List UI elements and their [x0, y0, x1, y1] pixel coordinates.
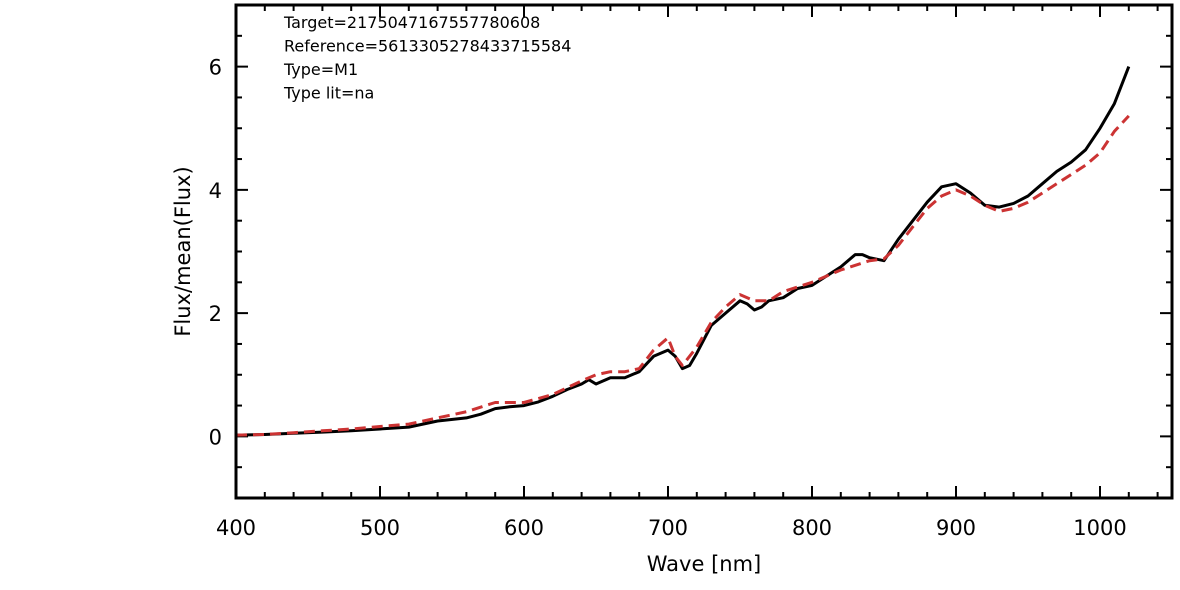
- y-tick-label: 0: [209, 425, 222, 449]
- series-line-solid: [235, 66, 1131, 437]
- plot-frame: [234, 3, 1174, 500]
- annotation-line: Reference=5613305278433715584: [284, 37, 571, 56]
- x-axis-label: Wave [nm]: [647, 552, 761, 576]
- ticks-layer: [235, 4, 1172, 499]
- x-tick-label: 500: [360, 516, 400, 540]
- y-tick-label: 2: [209, 302, 222, 326]
- annotation-line: Type lit=na: [283, 84, 374, 103]
- y-axis-label: Flux/mean(Flux): [171, 166, 195, 336]
- y-tick-label: 6: [209, 56, 222, 80]
- annotation-line: Target=2175047167557780608: [283, 13, 540, 32]
- series-layer: [235, 66, 1131, 437]
- tick-labels: 400 500 600 700 800 900 1000 0 2 4 6: [209, 56, 1127, 540]
- annotations: Target=2175047167557780608 Reference=5613…: [283, 13, 571, 103]
- x-tick-label: 1000: [1073, 516, 1126, 540]
- series-line-dashed: [235, 114, 1130, 437]
- x-tick-label: 700: [648, 516, 688, 540]
- x-tick-label: 600: [504, 516, 544, 540]
- x-tick-label: 400: [216, 516, 256, 540]
- y-tick-label: 4: [209, 179, 222, 203]
- annotation-line: Type=M1: [283, 60, 358, 79]
- x-tick-label: 900: [936, 516, 976, 540]
- x-tick-label: 800: [792, 516, 832, 540]
